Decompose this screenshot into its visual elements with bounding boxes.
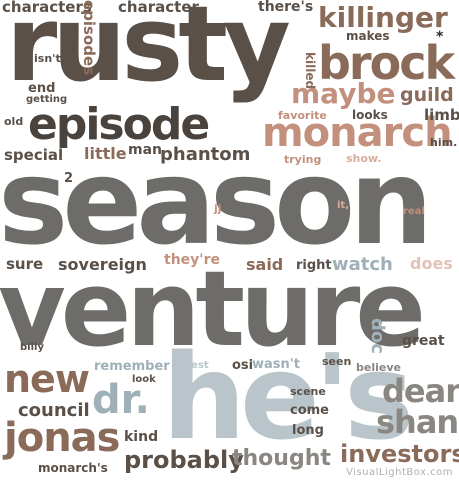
word-characters: characters bbox=[2, 0, 92, 16]
word-watch: watch bbox=[332, 254, 393, 275]
word-limb: limb bbox=[424, 106, 459, 124]
word-thought: thought bbox=[232, 446, 331, 471]
word-osi: osi bbox=[232, 358, 254, 373]
word-it: it, bbox=[337, 200, 350, 211]
word-makes: makes bbox=[346, 29, 390, 43]
word-wasnt: wasn't bbox=[252, 357, 300, 372]
word-said: said bbox=[246, 255, 284, 274]
word-two: 2 bbox=[64, 171, 74, 186]
word-man: man bbox=[128, 142, 163, 158]
word-maybe: maybe bbox=[291, 77, 396, 110]
word-long: long bbox=[292, 423, 324, 438]
word-seen: seen bbox=[322, 355, 352, 368]
word-right: right bbox=[296, 258, 332, 273]
word-little: little bbox=[84, 144, 127, 163]
word-monarchs: monarch's bbox=[38, 461, 108, 475]
word-doc: doc bbox=[367, 318, 388, 354]
word-season: season bbox=[0, 133, 433, 271]
word-sure: sure bbox=[6, 255, 44, 273]
word-brock: brock bbox=[318, 36, 455, 90]
word-special: special bbox=[4, 146, 64, 164]
word-killed: killed bbox=[303, 52, 317, 90]
word-come: come bbox=[290, 403, 329, 418]
word-best: best bbox=[184, 360, 209, 371]
word-does: does bbox=[410, 254, 453, 273]
word-sovereign: sovereign bbox=[58, 255, 147, 274]
word-guild: guild bbox=[400, 84, 454, 106]
word-killinger: killinger bbox=[318, 1, 448, 34]
word-old: old bbox=[4, 115, 24, 128]
word-council: council bbox=[18, 400, 90, 421]
word-jonas: jonas bbox=[4, 415, 120, 461]
word-believe: believe bbox=[356, 361, 401, 374]
word-new: new bbox=[4, 357, 90, 401]
word-billy: billy bbox=[20, 342, 44, 353]
word-venture: venture bbox=[0, 248, 426, 370]
word-scene: scene bbox=[290, 385, 326, 398]
word-favorite: favorite bbox=[278, 109, 327, 122]
word-rusty: rusty bbox=[6, 0, 291, 105]
word-him: him. bbox=[430, 136, 458, 149]
word-probably: probably bbox=[124, 446, 244, 474]
word-shank: shank bbox=[376, 403, 459, 441]
watermark-credit: VisualLightBox.com bbox=[346, 467, 453, 478]
word-remember: remember bbox=[94, 359, 170, 374]
word-episodes: episodes bbox=[80, 0, 98, 76]
word-trying: trying bbox=[284, 153, 322, 166]
word-getting: getting bbox=[26, 94, 68, 105]
word-show: show. bbox=[346, 152, 382, 165]
word-kind: kind bbox=[124, 429, 159, 445]
word-isnt: isn't bbox=[34, 52, 61, 65]
word-character: character bbox=[118, 0, 199, 16]
word-phantom: phantom bbox=[160, 144, 251, 165]
word-hes: he's bbox=[162, 328, 414, 466]
word-theres: there's bbox=[258, 0, 314, 15]
word-episode: episode bbox=[28, 99, 210, 150]
word-looks: looks bbox=[352, 108, 388, 122]
word-dean: dean bbox=[382, 372, 459, 410]
word-real: real bbox=[403, 206, 425, 217]
word-investors: investors bbox=[340, 440, 459, 468]
word-end: end bbox=[28, 81, 56, 96]
word-theyre: they're bbox=[164, 252, 220, 268]
word-asterisk: * bbox=[436, 29, 444, 45]
word-great: great bbox=[402, 333, 445, 349]
word-look: look bbox=[132, 374, 156, 385]
word-monarch: monarch bbox=[262, 110, 453, 156]
word-dr: dr. bbox=[92, 377, 150, 423]
word-jj: jj bbox=[214, 202, 222, 215]
